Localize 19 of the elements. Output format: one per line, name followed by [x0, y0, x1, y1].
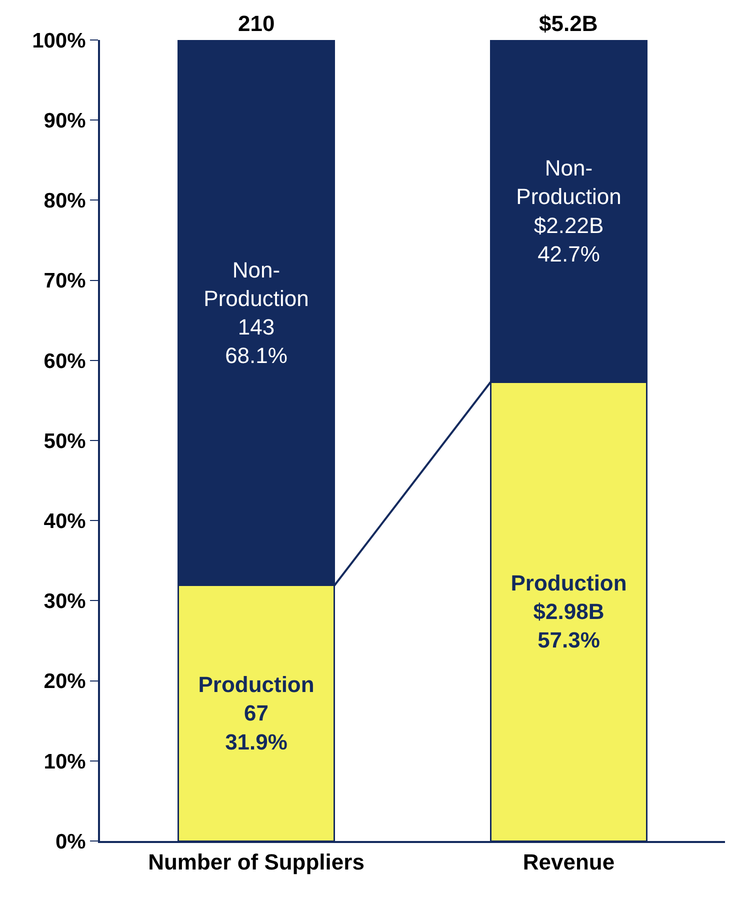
x-tick-label: Revenue — [522, 849, 615, 874]
y-tick-label: 20% — [44, 670, 86, 694]
data-label: Production 67 31.9% — [198, 672, 314, 754]
y-tick-label: 100% — [32, 29, 86, 52]
y-tick-label: 0% — [55, 830, 86, 854]
y-tick-label: 70% — [44, 270, 86, 293]
data-label: Non- Production $2.22B 42.7% — [516, 156, 622, 266]
data-label: Non- Production 143 68.1% — [204, 257, 309, 368]
data-label: Production $2.98B 57.3% — [510, 570, 627, 653]
y-tick-label: 50% — [44, 430, 86, 453]
annotation: $5.2B — [539, 11, 598, 36]
y-tick-label: 80% — [44, 190, 86, 213]
x-tick-label: Number of Suppliers — [148, 849, 364, 874]
y-tick-label: 10% — [44, 750, 86, 774]
y-tick-label: 30% — [44, 590, 86, 614]
annotation: 210 — [238, 11, 275, 36]
y-tick-label: 60% — [44, 350, 86, 373]
y-tick-label: 90% — [44, 109, 86, 132]
y-tick-label: 40% — [44, 510, 86, 533]
